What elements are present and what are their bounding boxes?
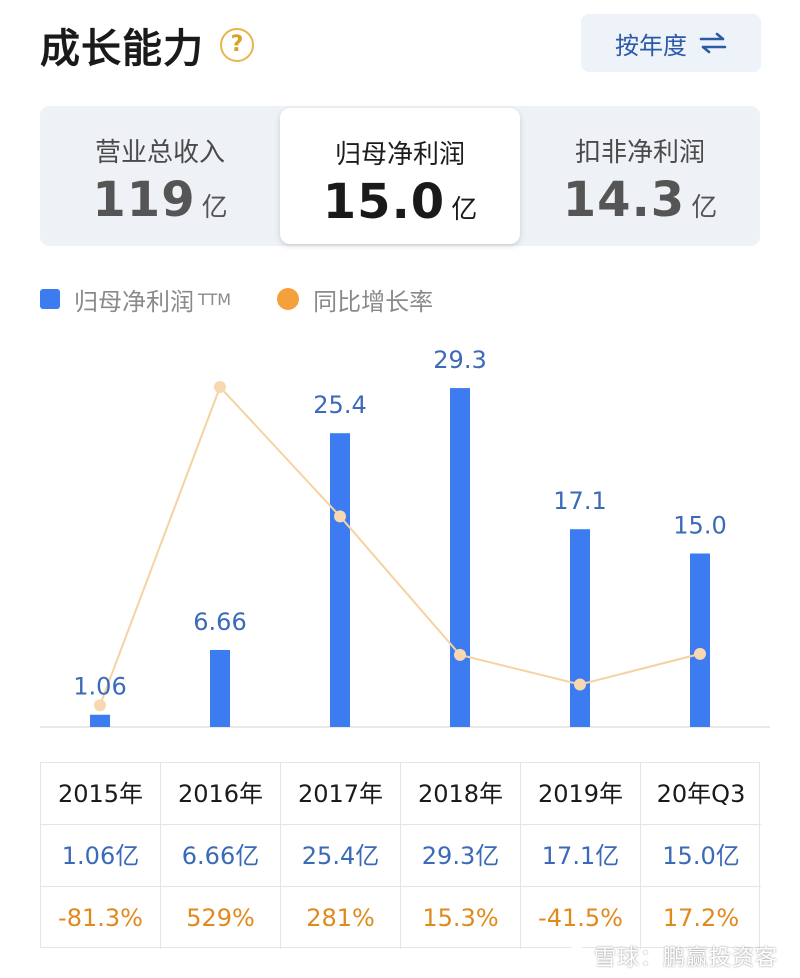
growth-point[interactable] <box>454 648 466 661</box>
tab-deducted-profit-label: 扣非净利润 <box>574 138 705 168</box>
bar-value-label: 15.0 <box>673 512 726 540</box>
table-cell: 29.3亿 <box>401 825 521 887</box>
net-profit-chart: 1.06 6.66 25.4 29.3 17.1 15.0 <box>40 346 770 728</box>
bar-value-label: 6.66 <box>193 608 246 636</box>
swap-icon <box>699 32 727 54</box>
table-row-net-profit: 1.06亿 6.66亿 25.4亿 29.3亿 17.1亿 15.0亿 <box>41 825 761 887</box>
growth-line-series <box>94 381 706 712</box>
table-cell: 15.3% <box>401 887 521 949</box>
period-toggle-label: 按年度 <box>615 31 687 60</box>
bar[interactable] <box>210 649 230 727</box>
watermark-text: 雪球：鹏赢投资客 <box>594 946 779 971</box>
bar-value-label: 1.06 <box>73 673 126 701</box>
growth-point[interactable] <box>694 647 706 660</box>
growth-point[interactable] <box>574 678 586 691</box>
table-cell: 15.0亿 <box>662 842 740 870</box>
table-cell: 529% <box>161 887 281 949</box>
bar[interactable] <box>330 433 350 727</box>
period-toggle-button[interactable]: 按年度 <box>581 14 761 72</box>
bar-value-labels: 1.06 6.66 25.4 29.3 17.1 15.0 <box>73 346 726 701</box>
bar[interactable] <box>90 714 110 727</box>
table-row-growth-rate: -81.3% 529% 281% 15.3% -41.5% 17.2% <box>41 887 761 949</box>
table-cell: 2018年 <box>401 763 521 825</box>
legend-line-label: 同比增长率 <box>313 287 434 316</box>
legend-bar-swatch <box>40 289 60 309</box>
tab-net-profit-label: 归母净利润 <box>334 140 465 170</box>
table-cell: 2016年 <box>161 763 281 825</box>
tab-revenue-value: 119 亿 <box>92 172 228 228</box>
table-cell: -81.3% <box>41 887 161 949</box>
legend-item-net-profit[interactable]: 归母净利润 TTM <box>40 282 231 317</box>
data-table: 2015年 2016年 2017年 2018年 2019年 20年Q3 1.06… <box>40 762 761 949</box>
table-cell: 17.1亿 <box>521 825 641 887</box>
table-row-years: 2015年 2016年 2017年 2018年 2019年 20年Q3 <box>41 763 761 825</box>
table-cell: -41.5% <box>521 887 641 949</box>
page-title: 成长能力 <box>40 26 204 72</box>
metric-tabs: 营业总收入 119 亿 归母净利润 15.0 亿 扣非净利润 14.3 亿 <box>40 106 760 246</box>
bar[interactable] <box>450 388 470 727</box>
legend-dot-swatch <box>277 288 300 310</box>
bar-value-label: 25.4 <box>313 391 366 419</box>
legend-item-growth-rate[interactable]: 同比增长率 <box>277 282 433 317</box>
growth-point[interactable] <box>334 510 346 523</box>
table-cell: 281% <box>281 887 401 949</box>
growth-line <box>99 385 701 706</box>
tab-revenue[interactable]: 营业总收入 119 亿 <box>40 106 280 246</box>
legend-ttm-suffix: TTM <box>198 289 232 309</box>
growth-point[interactable] <box>214 381 226 394</box>
help-icon[interactable]: ? <box>220 28 254 62</box>
legend-bar-label: 归母净利润 <box>74 287 194 316</box>
chart-legend: 归母净利润 TTM 同比增长率 <box>40 282 479 316</box>
table-cell: 17.2% <box>662 904 740 932</box>
bar-series <box>90 388 710 727</box>
table-cell: 25.4亿 <box>281 825 401 887</box>
snowball-logo-icon <box>567 946 587 966</box>
table-cell: 2017年 <box>281 763 401 825</box>
growth-point[interactable] <box>94 699 106 712</box>
tab-net-profit[interactable]: 归母净利润 15.0 亿 <box>280 108 520 244</box>
tab-deducted-profit[interactable]: 扣非净利润 14.3 亿 <box>520 106 760 246</box>
bar[interactable] <box>570 529 590 727</box>
table-cell: 6.66亿 <box>161 825 281 887</box>
table-cell: 20年Q3 <box>656 780 746 808</box>
bar[interactable] <box>690 553 710 728</box>
bar-value-label: 17.1 <box>553 487 606 515</box>
bar-value-label: 29.3 <box>433 346 486 374</box>
table-cell: 2019年 <box>521 763 641 825</box>
table-cell: 2015年 <box>41 763 161 825</box>
tab-revenue-label: 营业总收入 <box>94 138 225 168</box>
table-cell: 1.06亿 <box>41 825 161 887</box>
header: 成长能力 ? 按年度 <box>0 0 800 90</box>
watermark: 雪球：鹏赢投资客 <box>566 940 778 972</box>
tab-deducted-profit-value: 14.3 亿 <box>562 172 718 228</box>
tab-net-profit-value: 15.0 亿 <box>322 174 478 230</box>
